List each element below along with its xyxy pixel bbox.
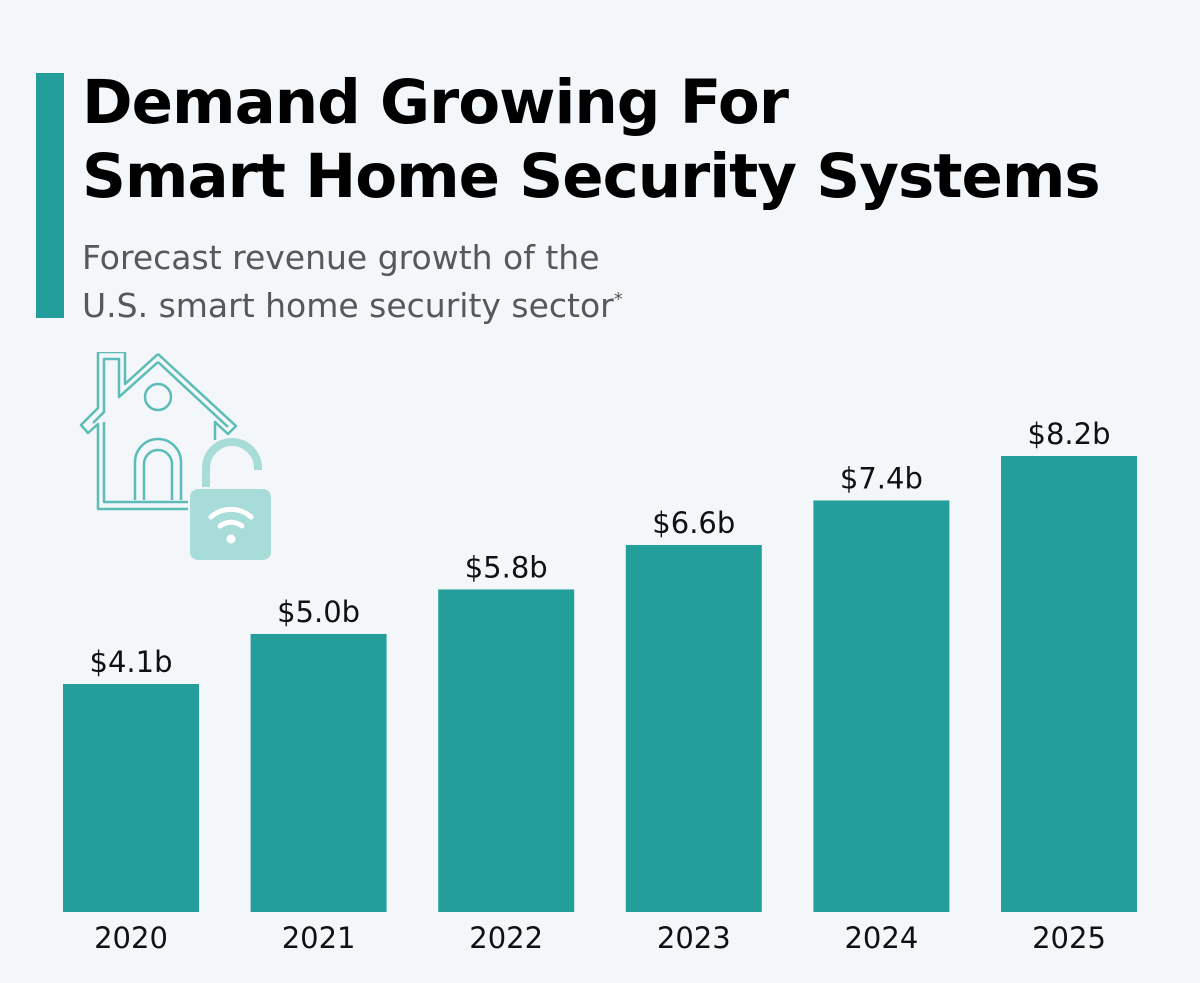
chart-subtitle-line-1: Forecast revenue growth of the xyxy=(82,238,600,277)
value-label-group: $4.1b $5.0b $5.8b $6.6b $7.4b $8.2b xyxy=(90,417,1111,679)
value-label-2021: $5.0b xyxy=(277,595,360,629)
chart-title-line-1: Demand Growing For xyxy=(82,67,789,138)
smart-home-lock-icon xyxy=(79,352,271,560)
x-tick-label-2024: 2024 xyxy=(844,921,918,955)
value-label-2022: $5.8b xyxy=(465,550,548,584)
value-label-2025: $8.2b xyxy=(1028,417,1111,451)
chart-subtitle: Forecast revenue growth of the U.S. smar… xyxy=(82,234,882,330)
x-tick-label-2020: 2020 xyxy=(94,921,168,955)
bar-2024 xyxy=(813,500,950,912)
bar-2023 xyxy=(625,544,762,912)
chart-subtitle-line-2-text: U.S. smart home security sector xyxy=(82,286,614,325)
x-tick-label-2025: 2025 xyxy=(1032,921,1106,955)
footnote-mark: * xyxy=(613,289,623,310)
bar-2025 xyxy=(1001,456,1137,912)
bar-2022 xyxy=(438,589,575,912)
x-tick-label-2023: 2023 xyxy=(657,921,731,955)
chart-subtitle-line-2: U.S. smart home security sector* xyxy=(82,282,882,330)
value-label-2023: $6.6b xyxy=(652,506,735,540)
bar-2021 xyxy=(250,633,387,912)
x-tick-label-2022: 2022 xyxy=(469,921,543,955)
bar-2020 xyxy=(63,684,199,912)
year-label-group: 2020 2021 2022 2023 2024 2025 xyxy=(94,921,1106,955)
bar-group xyxy=(63,456,1137,912)
value-label-2020: $4.1b xyxy=(90,645,173,679)
title-accent-bar xyxy=(36,73,64,318)
chart-title-line-2: Smart Home Security Systems xyxy=(82,141,1101,212)
x-tick-label-2021: 2021 xyxy=(282,921,356,955)
value-label-2024: $7.4b xyxy=(840,461,923,495)
chart-title: Demand Growing For Smart Home Security S… xyxy=(82,66,1182,214)
